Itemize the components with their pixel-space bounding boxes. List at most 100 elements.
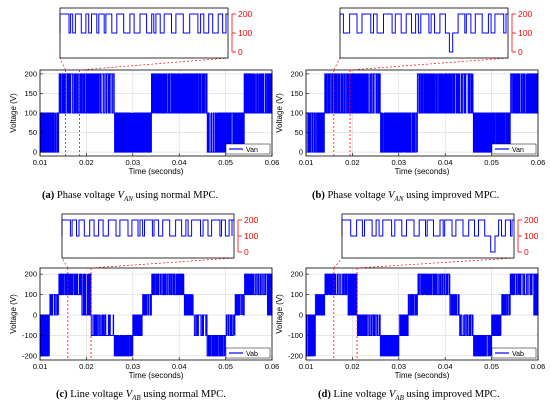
zoom-axis-label: 0 xyxy=(238,47,243,57)
x-tick-label: 0.04 xyxy=(438,158,453,167)
y-tick-label: 200 xyxy=(290,270,303,279)
y-tick-label: -100 xyxy=(288,331,303,340)
y-tick-label: 150 xyxy=(24,89,37,98)
legend: Van xyxy=(225,143,271,155)
x-tick-label: 0.06 xyxy=(265,362,280,371)
x-tick-label: 0.01 xyxy=(299,362,314,371)
y-tick-label: 200 xyxy=(24,69,37,78)
axes-frame xyxy=(305,267,539,361)
y-tick-label: 200 xyxy=(24,270,37,279)
zoom-frame xyxy=(341,213,515,259)
zoom-frame xyxy=(59,7,229,59)
caption-letter: (c) xyxy=(56,389,68,400)
y-tick-label: 0 xyxy=(299,311,303,320)
series-line-vab xyxy=(39,273,273,357)
caption-letter: (b) xyxy=(312,190,325,201)
caption-var: V xyxy=(117,190,124,201)
legend-label: Vab xyxy=(246,351,258,358)
x-tick-label: 0.04 xyxy=(438,362,453,371)
y-axis-label: Voltage (V) xyxy=(9,93,18,133)
zoom-inset-d: 0 100 200 xyxy=(341,213,538,259)
legend: Vab xyxy=(225,347,271,359)
y-tick-label: -100 xyxy=(22,331,37,340)
x-tick-label: 0.02 xyxy=(345,158,360,167)
legend-box xyxy=(491,143,537,155)
y-tick-label: 100 xyxy=(290,290,303,299)
zoom-connector-left xyxy=(59,57,66,71)
x-axis-label: Time (seconds) xyxy=(395,371,450,380)
series-line-van xyxy=(305,73,539,153)
x-tick-label: 0.05 xyxy=(484,362,499,371)
zoom-frame xyxy=(339,7,509,59)
legend: Vab xyxy=(491,347,537,359)
x-axis-label: Time (seconds) xyxy=(395,167,450,176)
zoom-axis-label: 200 xyxy=(524,215,538,225)
legend-box xyxy=(491,347,537,359)
x-tick-label: 0.01 xyxy=(33,158,48,167)
y-tick-label: 100 xyxy=(24,290,37,299)
y-axis-label: Voltage (V) xyxy=(9,294,18,334)
caption-var: V xyxy=(388,389,396,400)
caption-tail: using normal MPC. xyxy=(135,190,219,201)
zoom-area xyxy=(62,214,234,258)
x-tick-label: 0.06 xyxy=(531,158,546,167)
zoom-connector-right xyxy=(79,57,229,71)
x-tick-label: 0.01 xyxy=(33,362,48,371)
x-tick-label: 0.06 xyxy=(265,158,280,167)
y-tick-label: -200 xyxy=(288,351,303,360)
caption-text: Phase voltage xyxy=(327,190,386,201)
x-tick-label: 0.04 xyxy=(172,362,187,371)
axes-frame xyxy=(39,267,273,361)
zoom-inset-a: 0 100 200 xyxy=(59,7,252,59)
zoom-connector-right xyxy=(350,57,509,71)
x-tick-label: 0.02 xyxy=(345,362,360,371)
x-tick-label: 0.02 xyxy=(79,362,94,371)
panel-d: 0.01 0.02 0.03 0.04 0.05 0.06 -200 -100 0 100 200 T… xyxy=(275,213,545,380)
y-axis-label: Voltage (V) xyxy=(275,294,284,334)
x-tick-label: 0.05 xyxy=(218,362,233,371)
zoom-connector-right xyxy=(91,257,235,269)
caption-c: (c) Line voltage VAB using normal MPC. xyxy=(56,389,226,402)
zoom-connector-left xyxy=(333,257,343,269)
zoom-connector-left xyxy=(333,57,341,71)
legend-label: Van xyxy=(512,147,524,154)
y-tick-label: 200 xyxy=(290,69,303,78)
caption-var: V xyxy=(388,190,395,201)
x-axis-label: Time (seconds) xyxy=(129,371,184,380)
zoom-axis-label: 200 xyxy=(518,9,532,19)
caption-letter: (a) xyxy=(42,190,55,201)
caption-sub: AN xyxy=(394,195,404,204)
caption-d: (d) Line voltage VAB using improved MPC. xyxy=(318,389,500,402)
caption-tail: using improved MPC. xyxy=(406,389,500,400)
zoom-axis-label: 0 xyxy=(524,247,529,257)
y-tick-label: -200 xyxy=(22,351,37,360)
x-tick-label: 0.03 xyxy=(391,362,406,371)
y-tick-label: 50 xyxy=(29,128,37,137)
caption-sub: AN xyxy=(123,195,133,204)
caption-var: V xyxy=(125,389,133,400)
caption-tail: using improved MPC. xyxy=(406,190,500,201)
x-tick-label: 0.05 xyxy=(218,158,233,167)
zoom-trace xyxy=(339,13,508,53)
legend-box xyxy=(225,143,271,155)
y-tick-label: 0 xyxy=(299,148,303,157)
legend-box xyxy=(225,347,271,359)
caption-text: Phase voltage xyxy=(56,190,115,201)
zoom-axis-label: 200 xyxy=(244,215,258,225)
zoom-frame xyxy=(61,213,235,259)
x-tick-label: 0.01 xyxy=(299,158,314,167)
zoom-connector-right xyxy=(357,257,515,269)
y-tick-label: 100 xyxy=(24,109,37,118)
zoom-connector-left xyxy=(61,257,69,269)
zoom-axis-label: 0 xyxy=(244,247,249,257)
panel-b: 0.01 0.02 0.03 0.04 0.05 0.06 0 50 100 150 200 Time… xyxy=(275,7,546,176)
legend-label: Van xyxy=(246,147,258,154)
zoom-axis-label: 100 xyxy=(524,231,538,241)
legend-label: Vab xyxy=(512,351,524,358)
x-tick-label: 0.03 xyxy=(391,158,406,167)
zoom-area xyxy=(340,8,508,58)
zoom-inset-b: 0 100 200 xyxy=(339,7,532,59)
y-tick-label: 0 xyxy=(33,148,37,157)
caption-text: Line voltage xyxy=(333,389,387,400)
series-line-vab xyxy=(306,273,539,357)
